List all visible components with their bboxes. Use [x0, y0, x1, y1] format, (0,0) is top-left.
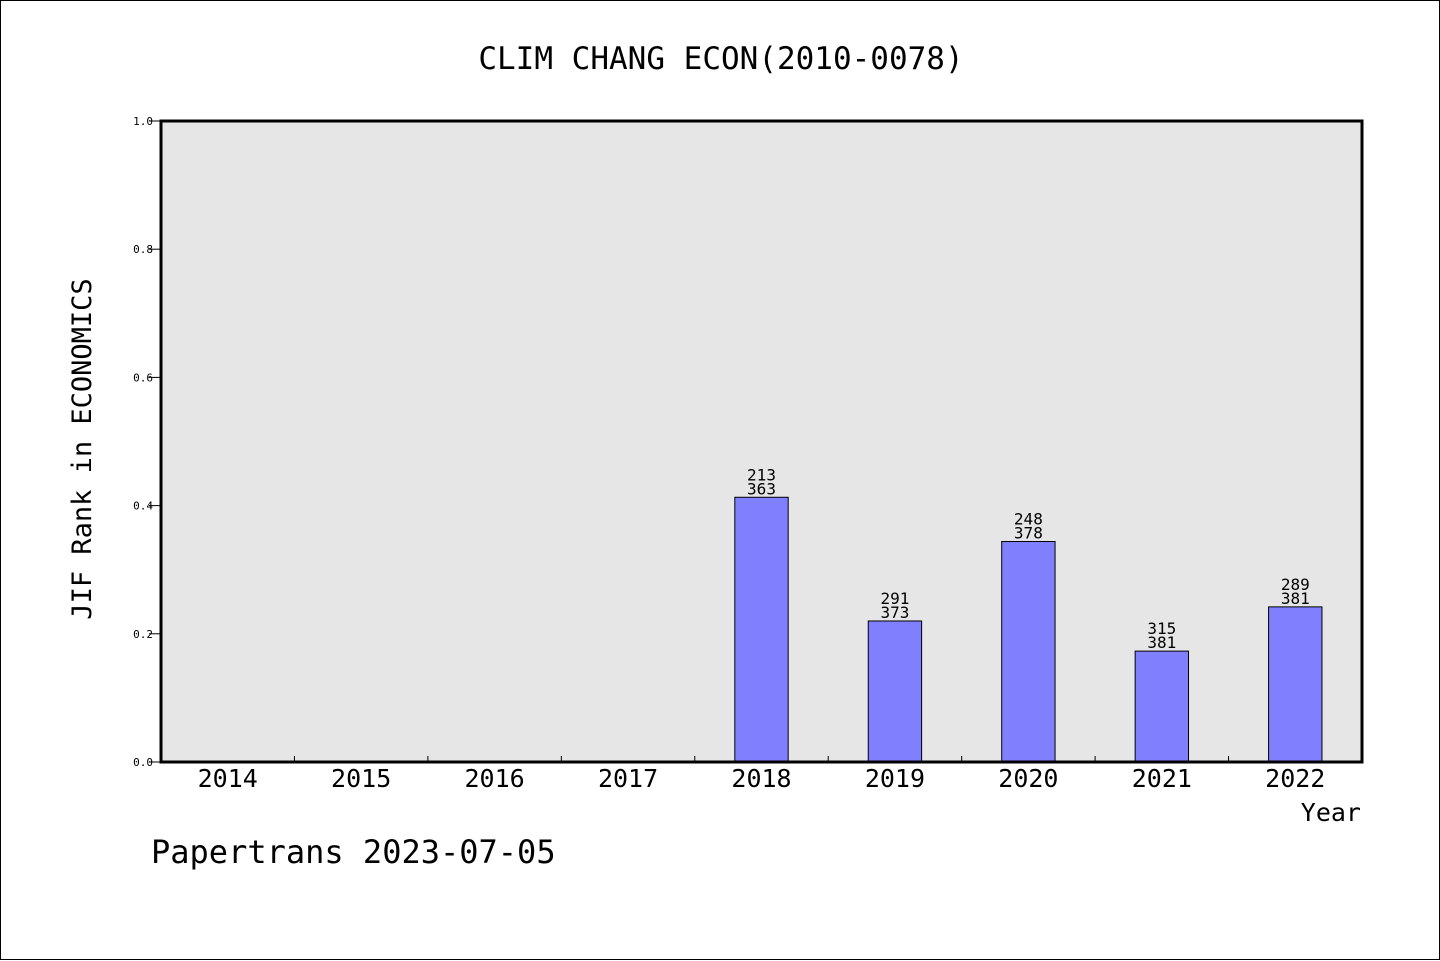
bar-total-label: 373: [880, 603, 909, 622]
bar: [1134, 650, 1190, 763]
bar-total-label: 381: [1147, 633, 1176, 652]
bar: [1001, 540, 1056, 763]
bar-total-label: 378: [1014, 523, 1043, 542]
y-tick-label: 0.6: [133, 371, 153, 384]
x-axis: 2014 2015 2016 2017 2018 2019 2020 2021 2022: [198, 756, 1325, 793]
x-tick-label: 2014: [198, 764, 258, 793]
y-tick-label: 0.8: [133, 243, 153, 256]
y-axis: 0.0 0.2 0.4 0.6 0.8 1.0: [133, 115, 161, 769]
x-tick-label: 2016: [465, 764, 525, 793]
bar-total-label: 381: [1281, 589, 1310, 608]
y-tick-label: 0.4: [133, 500, 153, 513]
bar-rank-label: 315: [1147, 619, 1176, 638]
bar: [867, 620, 923, 763]
bar: [734, 496, 789, 763]
bar-rank-label: 213: [747, 465, 776, 484]
bar-rank-label: 291: [880, 589, 909, 608]
y-tick-label: 1.0: [133, 115, 153, 128]
chart-title: CLIM CHANG ECON(2010-0078): [478, 41, 963, 77]
plot-border: [159, 119, 1364, 764]
x-tick-label: 2019: [865, 764, 925, 793]
bar-series: [734, 496, 1323, 763]
x-tick-label: 2021: [1132, 764, 1192, 793]
x-tick-label: 2015: [331, 764, 391, 793]
x-tick-label: 2020: [998, 764, 1058, 793]
x-tick-label: 2018: [731, 764, 791, 793]
bar-rank-label: 248: [1014, 509, 1043, 528]
bar-total-label: 363: [747, 479, 776, 498]
x-axis-label: Year: [1301, 798, 1361, 827]
bar-rank-label: 289: [1281, 575, 1310, 594]
footer-source-date: Papertrans 2023-07-05: [151, 833, 556, 871]
y-axis-label: JIF Rank in ECONOMICS: [67, 278, 98, 619]
y-tick-label: 0.0: [133, 756, 153, 769]
y-tick-label: 0.2: [133, 628, 153, 641]
x-tick-label: 2017: [598, 764, 658, 793]
x-tick-label: 2022: [1265, 764, 1325, 793]
bar: [1268, 606, 1323, 763]
